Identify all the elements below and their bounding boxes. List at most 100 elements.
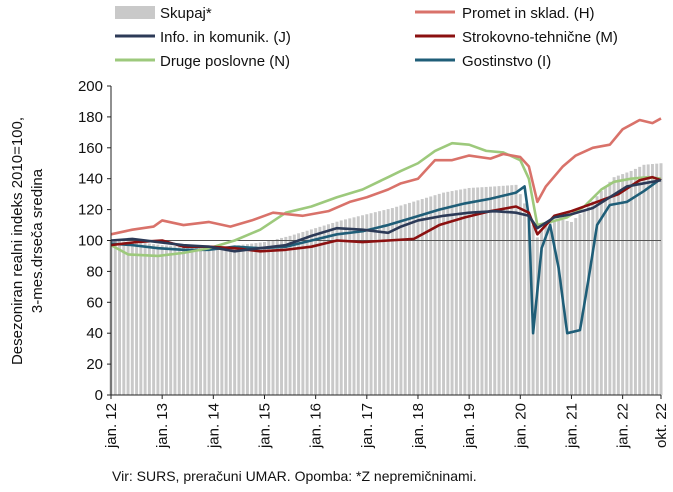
bar-total — [280, 237, 284, 395]
y-tick-label: 180 — [78, 109, 103, 126]
bar-total — [352, 217, 356, 395]
bar-total — [233, 245, 237, 395]
bar-total — [395, 206, 399, 395]
x-tick-label: okt. 22 — [653, 403, 670, 448]
bar-total — [194, 247, 198, 395]
y-tick-label: 100 — [78, 233, 103, 250]
bar-total — [361, 215, 365, 395]
bar-total — [608, 181, 612, 395]
bar-total — [629, 170, 633, 395]
legend-label-prof: Strokovno-tehnične (M) — [462, 29, 618, 46]
x-tick-label: jan. 20 — [512, 403, 529, 449]
bar-total — [160, 245, 164, 395]
x-tick-label: jan. 19 — [461, 403, 478, 449]
bar-total — [659, 163, 663, 395]
bar-total — [344, 219, 347, 395]
bar-total — [446, 191, 450, 395]
bar-total — [459, 189, 463, 395]
bar-total — [587, 206, 590, 395]
bar-total — [152, 244, 156, 395]
bar-total — [621, 174, 625, 395]
bar-total — [650, 164, 654, 395]
bar-total — [463, 188, 467, 395]
x-tick-label: jan. 14 — [205, 403, 222, 449]
bar-total — [288, 235, 292, 395]
y-tick-label: 40 — [86, 325, 103, 342]
bar-total — [638, 166, 642, 395]
bar-total — [169, 245, 173, 395]
bar-total — [331, 222, 335, 395]
bar-total — [642, 164, 646, 395]
bar-total — [224, 246, 228, 395]
bar-total — [442, 192, 446, 395]
bar-total — [207, 247, 211, 395]
bar-total — [518, 194, 522, 395]
bar-total — [625, 172, 629, 395]
bar-total — [399, 205, 403, 395]
bar-total — [182, 246, 185, 395]
bar-total — [420, 199, 424, 395]
bar-total — [211, 248, 215, 395]
bar-total — [373, 212, 377, 395]
bar-total — [228, 246, 232, 395]
bar-total — [250, 243, 254, 395]
bar-total — [591, 201, 595, 395]
bar-total — [510, 185, 514, 395]
bar-total — [301, 232, 305, 395]
bar-total — [425, 197, 428, 395]
line-hospitality — [110, 177, 662, 335]
y-tick-label: 120 — [78, 202, 103, 219]
legend-label-trade: Promet in sklad. (H) — [462, 5, 595, 22]
bar-total — [122, 241, 126, 395]
bar-total — [497, 186, 501, 395]
bar-total — [275, 238, 279, 395]
line-info — [110, 178, 662, 253]
bar-total — [292, 234, 296, 395]
bar-total — [548, 220, 552, 395]
bar-total — [118, 241, 122, 395]
line-trade — [110, 117, 662, 236]
y-tick-label: 20 — [86, 356, 103, 373]
bar-total — [454, 190, 458, 395]
bar-total — [365, 214, 369, 395]
bar-total — [488, 186, 492, 395]
bar-total — [506, 185, 509, 395]
bar-total — [655, 163, 659, 395]
bar-total — [386, 209, 390, 395]
bar-total — [318, 226, 322, 395]
x-tick-label: jan. 22 — [615, 403, 632, 449]
bar-total — [412, 201, 416, 395]
bar-total — [599, 191, 603, 395]
bar-total — [245, 244, 249, 395]
bar-total — [126, 241, 130, 395]
bar-total — [267, 241, 271, 395]
bar-total — [139, 242, 143, 395]
bar-total — [216, 247, 220, 395]
bar-total — [633, 168, 637, 395]
bar-total — [241, 244, 245, 395]
bar-total — [604, 186, 608, 395]
bar-total — [254, 243, 258, 395]
bar-total — [382, 210, 386, 395]
bar-total — [433, 195, 437, 395]
bar-total — [305, 230, 309, 395]
bar-total — [309, 229, 313, 395]
bar-total — [177, 246, 181, 395]
source-note: Vir: SURS, preračuni UMAR. Opomba: *Z ne… — [112, 468, 477, 484]
bar-total — [523, 203, 527, 395]
bar-total — [429, 196, 433, 395]
bar-total — [646, 164, 650, 395]
bar-total — [237, 245, 241, 395]
bar-total — [403, 204, 407, 395]
y-axis-label-line2: 3-mes.drseča sredina — [29, 168, 46, 313]
bar-total — [501, 185, 505, 395]
bar-total — [335, 221, 339, 395]
y-tick-label: 60 — [86, 294, 103, 311]
bar-total — [186, 246, 190, 395]
bar-total — [203, 247, 207, 395]
bar-total — [535, 237, 539, 395]
bar-total — [450, 191, 454, 395]
bar-total — [263, 242, 266, 395]
bar-total — [569, 221, 573, 395]
